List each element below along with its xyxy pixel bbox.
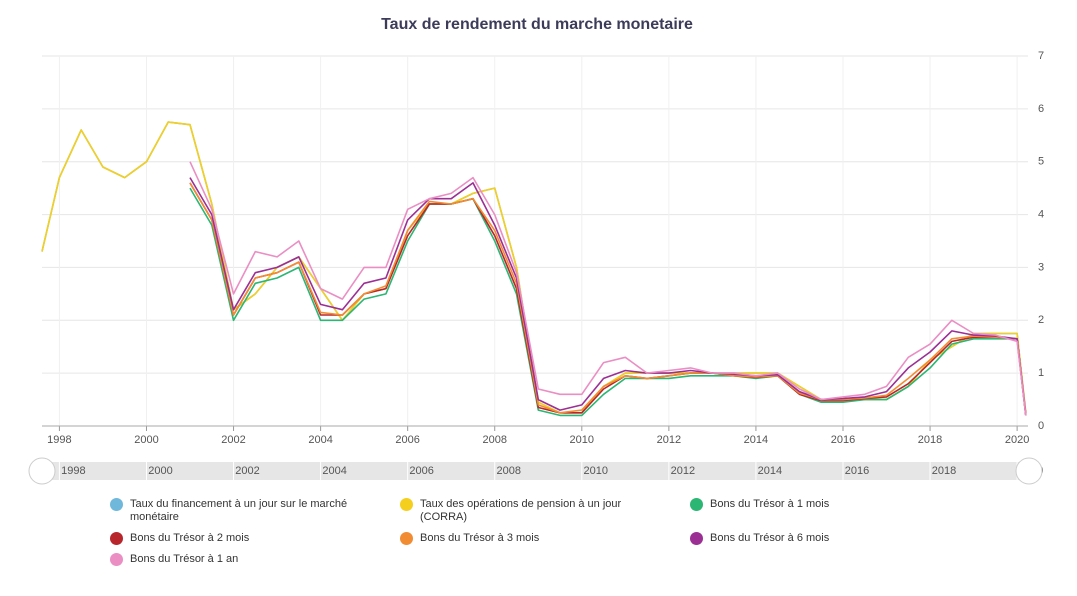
navigator-label: 2002 bbox=[235, 465, 259, 477]
navigator-label: 2016 bbox=[845, 465, 869, 477]
x-tick-label: 2014 bbox=[744, 434, 768, 446]
series-line bbox=[189, 182, 1027, 415]
y-tick-label: 3 bbox=[1038, 261, 1044, 273]
legend-item[interactable]: Bons du Trésor à 3 mois bbox=[400, 532, 690, 545]
legend-label: Bons du Trésor à 3 mois bbox=[420, 532, 540, 544]
x-tick-label: 2012 bbox=[657, 434, 681, 446]
x-tick-label: 2010 bbox=[570, 434, 594, 446]
navigator-bar[interactable] bbox=[42, 462, 1028, 480]
legend-item[interactable]: Bons du Trésor à 1 mois bbox=[690, 498, 980, 524]
x-tick-label: 2016 bbox=[831, 434, 855, 446]
legend-marker bbox=[110, 553, 123, 566]
navigator-label: 2014 bbox=[758, 465, 782, 477]
y-tick-label: 5 bbox=[1038, 156, 1044, 168]
y-tick-label: 6 bbox=[1038, 103, 1044, 115]
legend-marker bbox=[400, 498, 413, 511]
navigator-label: 2004 bbox=[322, 465, 346, 477]
legend-marker bbox=[110, 498, 123, 511]
navigator-label: 2010 bbox=[584, 465, 608, 477]
x-tick-label: 2018 bbox=[918, 434, 942, 446]
legend-label: Taux du financement à un jour sur le mar… bbox=[130, 498, 348, 523]
legend-item[interactable]: Taux des opérations de pension à un jour… bbox=[400, 498, 690, 524]
navigator-label: 2008 bbox=[496, 465, 520, 477]
legend-label: Bons du Trésor à 1 mois bbox=[710, 498, 830, 510]
legend-marker bbox=[400, 532, 413, 545]
navigator-handle[interactable] bbox=[1015, 457, 1043, 485]
legend-item[interactable]: Bons du Trésor à 2 mois bbox=[110, 532, 400, 545]
x-tick-label: 2000 bbox=[134, 434, 158, 446]
legend-marker bbox=[690, 498, 703, 511]
x-tick-label: 2020 bbox=[1005, 434, 1029, 446]
series-line bbox=[189, 161, 1027, 416]
navigator-label: 2018 bbox=[932, 465, 956, 477]
chart-title: Taux de rendement du marche monetaire bbox=[381, 16, 693, 33]
legend-marker bbox=[110, 532, 123, 545]
y-tick-label: 7 bbox=[1038, 50, 1044, 62]
x-tick-label: 1998 bbox=[47, 434, 71, 446]
legend-item[interactable]: Bons du Trésor à 6 mois bbox=[690, 532, 980, 545]
x-tick-label: 2004 bbox=[308, 434, 332, 446]
series-line bbox=[189, 187, 1027, 417]
legend-item[interactable]: Taux du financement à un jour sur le mar… bbox=[110, 498, 400, 524]
legend-label: Bons du Trésor à 1 an bbox=[130, 553, 239, 565]
legend-label: Bons du Trésor à 2 mois bbox=[130, 532, 250, 544]
legend-marker bbox=[690, 532, 703, 545]
navigator-label: 2012 bbox=[671, 465, 695, 477]
navigator-label: 2000 bbox=[148, 465, 172, 477]
x-tick-label: 2006 bbox=[395, 434, 419, 446]
y-tick-label: 2 bbox=[1038, 314, 1044, 326]
legend-label: Taux des opérations de pension à un jour… bbox=[420, 498, 622, 523]
legend-item[interactable]: Bons du Trésor à 1 an bbox=[110, 553, 400, 566]
x-tick-label: 2008 bbox=[482, 434, 506, 446]
navigator-label: 2006 bbox=[409, 465, 433, 477]
legend-label: Bons du Trésor à 6 mois bbox=[710, 532, 830, 544]
legend: Taux du financement à un jour sur le mar… bbox=[110, 498, 990, 566]
series-line bbox=[189, 177, 1027, 416]
series-line bbox=[189, 182, 1027, 416]
y-tick-label: 1 bbox=[1038, 367, 1044, 379]
y-tick-label: 0 bbox=[1038, 420, 1044, 432]
x-tick-label: 2002 bbox=[221, 434, 245, 446]
y-tick-label: 4 bbox=[1038, 208, 1044, 220]
navigator-label: 1998 bbox=[61, 465, 85, 477]
navigator-handle[interactable] bbox=[28, 457, 56, 485]
chart: Taux de rendement du marche monetaire 0 1… bbox=[28, 16, 1044, 485]
